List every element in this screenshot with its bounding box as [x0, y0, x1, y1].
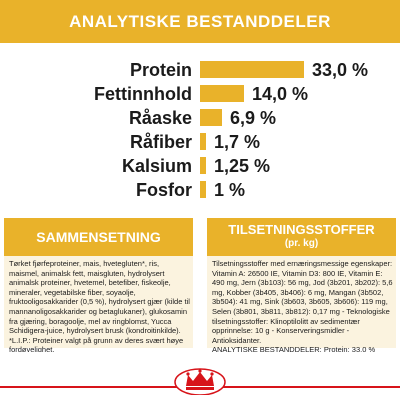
analysis-value: 6,9 %	[230, 108, 277, 128]
additives-subtitle: (pr. kg)	[284, 238, 319, 249]
composition-panel: SAMMENSETNING Tørket fjørfeproteiner, ma…	[4, 218, 193, 354]
analysis-row: Råaske 6,9 %	[0, 105, 400, 131]
composition-text: Tørket fjørfeproteiner, mais, hveteglute…	[9, 259, 190, 355]
analysis-label: Protein	[129, 60, 192, 80]
composition-title: SAMMENSETNING	[4, 218, 193, 256]
analysis-label: Råaske	[128, 108, 192, 128]
analysis-row: Fosfor 1 %	[0, 177, 400, 203]
analysis-value: 1,7 %	[214, 132, 261, 152]
additives-header: TILSETNINGSSTOFFER (pr. kg)	[207, 218, 396, 256]
analysis-label: Fosfor	[136, 180, 192, 200]
royal-canin-crown-icon	[174, 368, 226, 395]
header-banner	[0, 0, 400, 43]
analysis-label: Råfiber	[129, 132, 192, 152]
additives-panel: TILSETNINGSSTOFFER (pr. kg) Tilsetningss…	[207, 218, 396, 374]
additives-text: Tilsetningsstoffer med ernæringsmessige …	[212, 259, 393, 374]
additives-title: TILSETNINGSSTOFFER	[228, 222, 375, 237]
analysis-bar	[200, 181, 206, 198]
analysis-bar	[200, 157, 206, 174]
analysis-bar	[200, 109, 222, 126]
analysis-value: 1 %	[214, 180, 246, 200]
analysis-value: 1,25 %	[214, 156, 271, 176]
analysis-row: Protein 33,0 %	[0, 57, 400, 83]
analysis-label: Fettinnhold	[94, 84, 192, 104]
analysis-row: Fettinnhold 14,0 %	[0, 81, 400, 107]
analysis-bar	[200, 85, 244, 102]
analysis-value: 14,0 %	[252, 84, 309, 104]
analysis-label: Kalsium	[121, 156, 192, 176]
analysis-bar	[200, 133, 206, 150]
page-title: ANALYTISKE BESTANDDELER	[69, 12, 331, 31]
analysis-bar	[200, 61, 304, 78]
analysis-row: Kalsium 1,25 %	[0, 153, 400, 179]
analysis-row: Råfiber 1,7 %	[0, 129, 400, 155]
analysis-value: 33,0 %	[312, 60, 369, 80]
